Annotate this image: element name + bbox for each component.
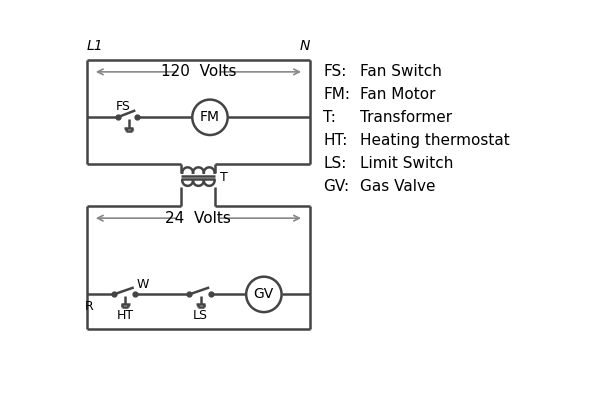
Text: GV: GV — [254, 287, 274, 302]
Text: 24  Volts: 24 Volts — [165, 211, 231, 226]
Text: T: T — [220, 171, 228, 184]
Text: FS:: FS: — [323, 64, 346, 78]
Circle shape — [192, 100, 228, 135]
Text: N: N — [300, 39, 310, 53]
Text: Gas Valve: Gas Valve — [360, 179, 435, 194]
Text: FM: FM — [200, 110, 220, 124]
Text: Fan Switch: Fan Switch — [360, 64, 442, 78]
Text: GV:: GV: — [323, 179, 349, 194]
Text: Fan Motor: Fan Motor — [360, 87, 435, 102]
Text: Heating thermostat: Heating thermostat — [360, 133, 510, 148]
Text: W: W — [137, 278, 149, 291]
Text: 120  Volts: 120 Volts — [160, 64, 236, 79]
Text: FM:: FM: — [323, 87, 350, 102]
Circle shape — [246, 277, 281, 312]
Text: LS:: LS: — [323, 156, 346, 171]
Text: FS: FS — [116, 100, 131, 113]
Text: R: R — [85, 300, 94, 313]
Text: LS: LS — [194, 310, 208, 322]
Text: HT: HT — [117, 310, 134, 322]
Text: T:: T: — [323, 110, 336, 125]
Text: Limit Switch: Limit Switch — [360, 156, 454, 171]
Text: L1: L1 — [87, 39, 103, 53]
Text: Transformer: Transformer — [360, 110, 453, 125]
Text: HT:: HT: — [323, 133, 348, 148]
